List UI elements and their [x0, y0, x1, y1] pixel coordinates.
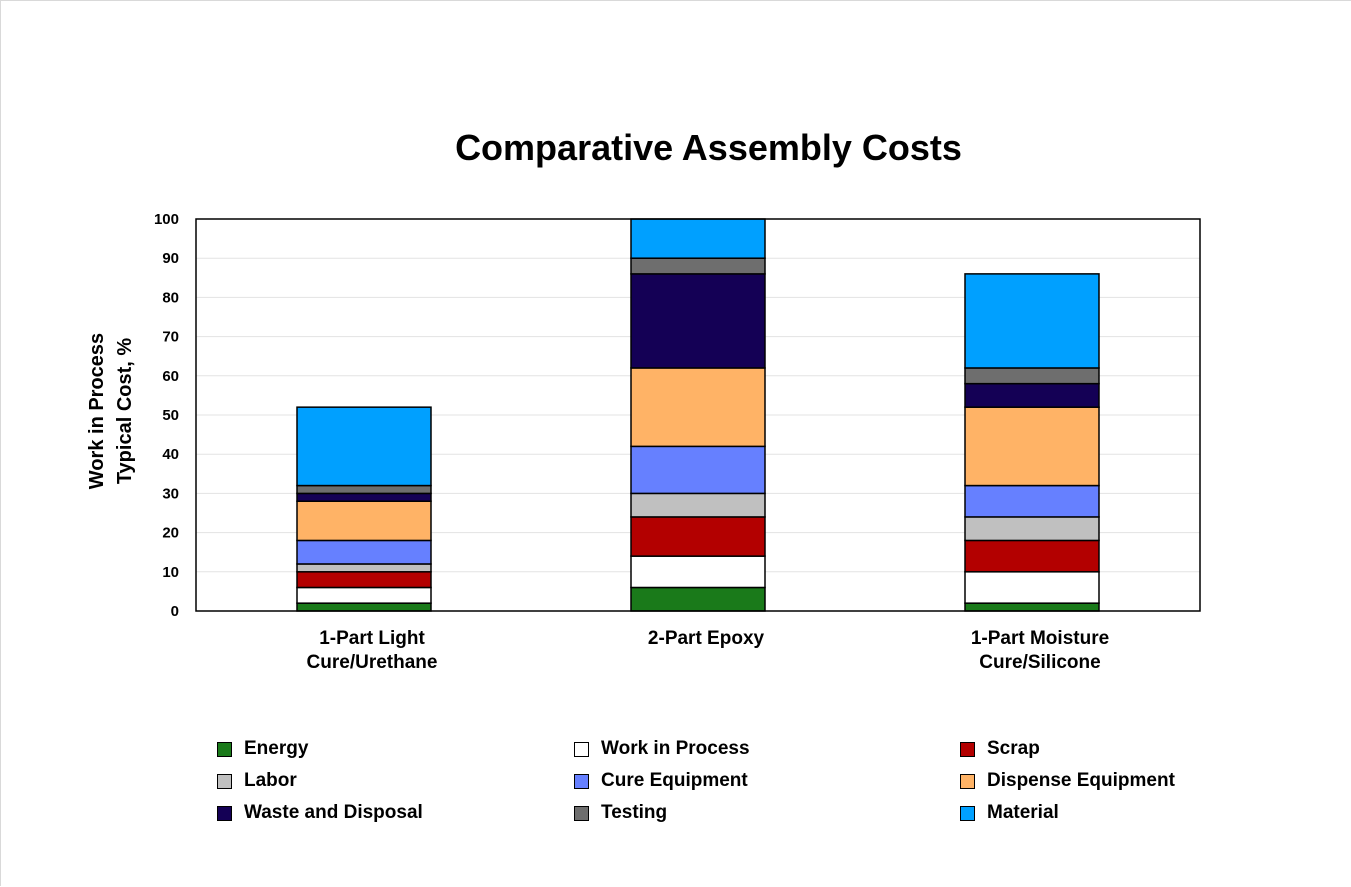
- legend-swatch: [960, 805, 975, 821]
- legend-swatch: [960, 773, 975, 789]
- x-tick-label-line: 1-Part Light: [319, 628, 425, 649]
- bar-segment: [630, 218, 766, 259]
- legend-label: Labor: [244, 770, 297, 791]
- y-tick-label: 0: [171, 603, 179, 620]
- legend-item: Work in Process: [574, 736, 750, 762]
- y-tick-label: 70: [162, 329, 179, 346]
- bar-segment: [630, 273, 766, 369]
- y-tick-label: 80: [162, 289, 179, 306]
- legend-item: Waste and Disposal: [217, 800, 423, 826]
- bar-segment: [630, 492, 766, 518]
- bar-segment: [964, 273, 1100, 369]
- legend-label: Dispense Equipment: [987, 770, 1175, 791]
- bar-segment: [964, 571, 1100, 604]
- x-tick-label-line: Cure/Silicone: [979, 652, 1101, 673]
- bar-segment: [296, 500, 432, 542]
- bar-segment: [964, 406, 1100, 487]
- y-tick-label: 40: [162, 446, 179, 463]
- bar-segment: [630, 257, 766, 275]
- x-tick-label-line: Cure/Urethane: [306, 652, 438, 673]
- y-tick-label: 100: [154, 211, 179, 228]
- plot-frame: [195, 218, 1201, 612]
- bar-segment: [630, 586, 766, 612]
- bar-segment: [296, 484, 432, 495]
- bar-segment: [630, 367, 766, 448]
- legend-label: Energy: [244, 738, 309, 759]
- legend-item: Dispense Equipment: [960, 768, 1175, 794]
- legend-swatch: [574, 805, 589, 821]
- legend-label: Scrap: [987, 738, 1040, 759]
- bar-segment: [964, 484, 1100, 518]
- x-tick-label-line: 1-Part Moisture: [970, 628, 1110, 649]
- legend-label: Waste and Disposal: [244, 802, 423, 823]
- bar-segment: [296, 586, 432, 604]
- x-tick-label: 2-Part Epoxy: [576, 627, 836, 651]
- bar-segment: [630, 555, 766, 589]
- x-tick-label-line: 2-Part Epoxy: [647, 628, 765, 649]
- x-tick-label: 1-Part Moisture Cure/Silicone: [910, 627, 1170, 675]
- legend-swatch: [217, 805, 232, 821]
- legend-label: Cure Equipment: [601, 770, 748, 791]
- bar-segment: [630, 445, 766, 495]
- bar-segment: [964, 602, 1100, 612]
- bar-segment: [296, 571, 432, 589]
- bar-segment: [630, 516, 766, 557]
- legend-swatch: [960, 741, 975, 757]
- bar-segment: [296, 563, 432, 573]
- bar-segment: [296, 406, 432, 487]
- legend-swatch: [574, 773, 589, 789]
- legend-item: Testing: [574, 800, 667, 826]
- x-tick-label: 1-Part Light Cure/Urethane: [242, 627, 502, 675]
- legend-swatch: [574, 741, 589, 757]
- bar-segment: [964, 367, 1100, 385]
- y-tick-label: 20: [162, 525, 179, 542]
- legend: Energy Work in Process Scrap Labor Cure Equi…: [217, 736, 1217, 836]
- y-tick-label: 30: [162, 485, 179, 502]
- y-tick-label: 60: [162, 368, 179, 385]
- y-tick-label: 10: [162, 564, 179, 581]
- legend-item: Cure Equipment: [574, 768, 748, 794]
- legend-item: Labor: [217, 768, 297, 794]
- legend-label: Work in Process: [601, 738, 750, 759]
- bar-segment: [964, 539, 1100, 573]
- bar-segment: [296, 602, 432, 612]
- y-tick-label: 90: [162, 250, 179, 267]
- bar-segment: [964, 516, 1100, 542]
- chart-title: Comparative Assembly Costs: [455, 127, 962, 168]
- bar-segment: [296, 539, 432, 565]
- legend-item: Energy: [217, 736, 308, 762]
- bar-segment: [964, 382, 1100, 408]
- legend-item: Material: [960, 800, 1059, 826]
- y-tick-label: 50: [162, 407, 179, 424]
- legend-label: Testing: [601, 802, 668, 823]
- legend-item: Scrap: [960, 736, 1040, 762]
- legend-swatch: [217, 741, 232, 757]
- legend-swatch: [217, 773, 232, 789]
- legend-label: Material: [987, 802, 1059, 823]
- bar-segment: [296, 492, 432, 502]
